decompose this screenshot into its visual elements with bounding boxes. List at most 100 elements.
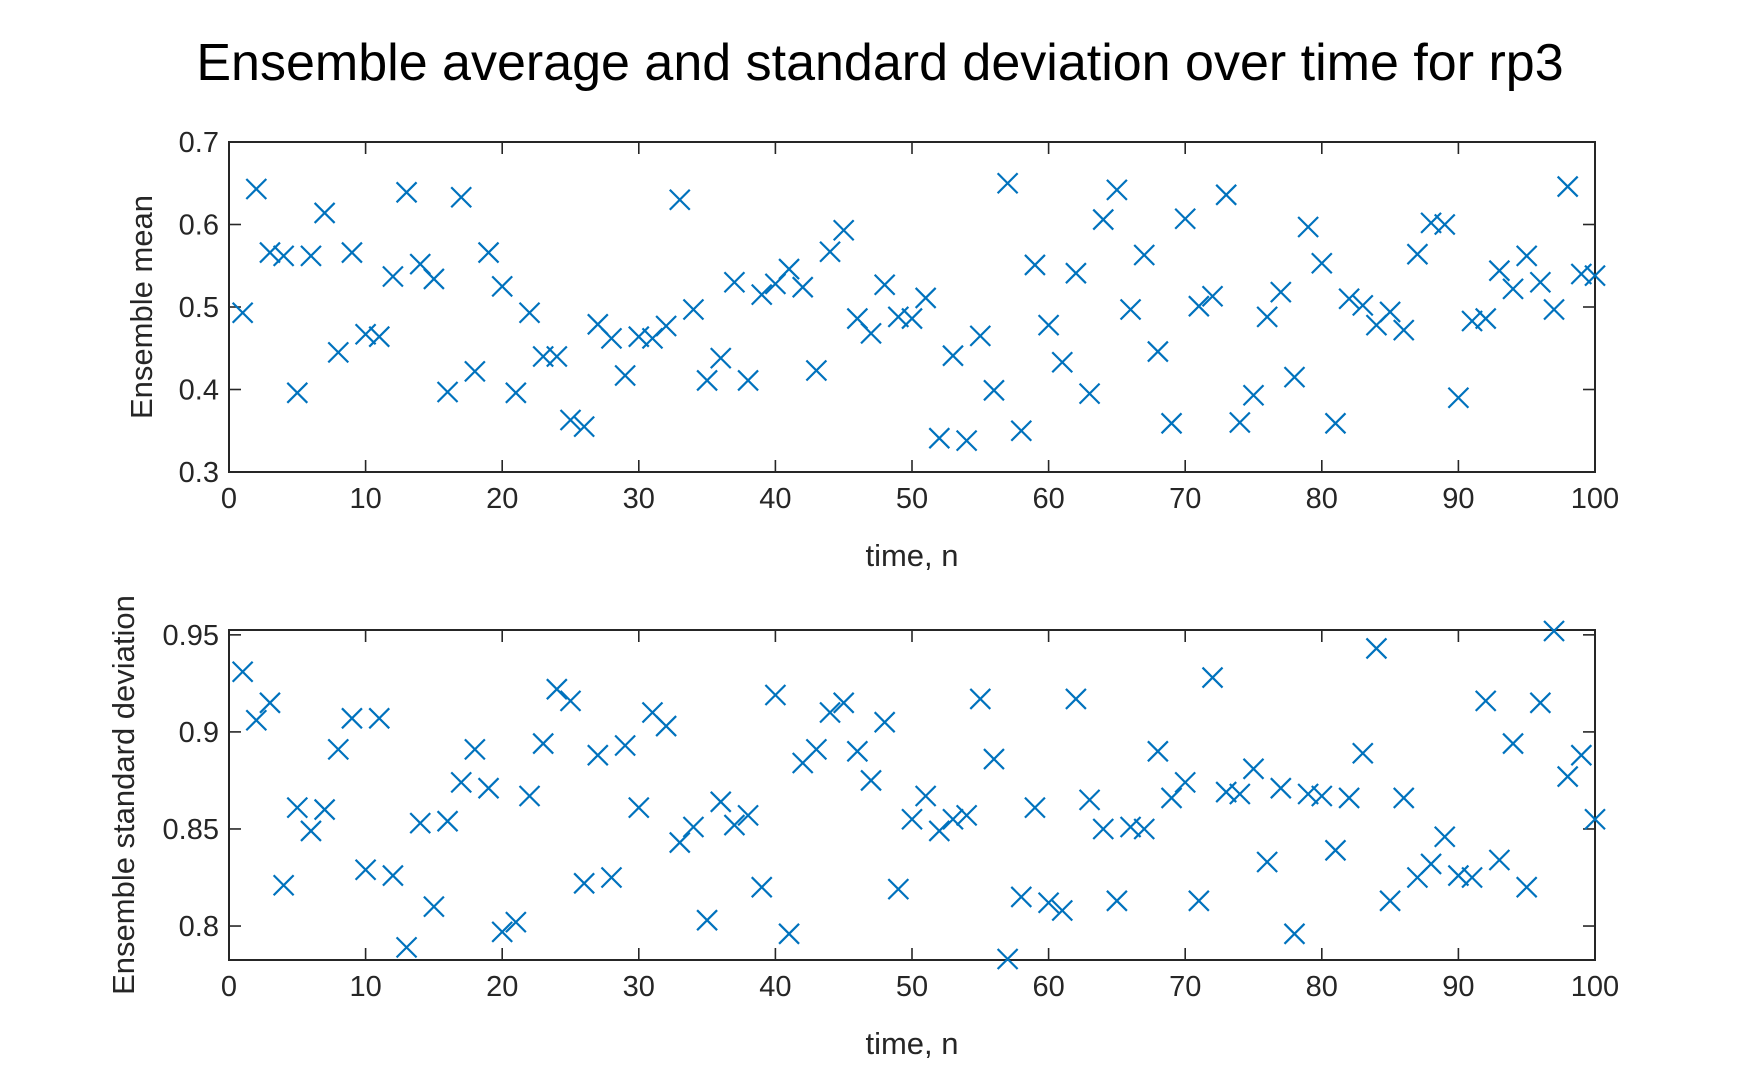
stddev-data-point bbox=[587, 744, 609, 766]
stddev-data-point bbox=[778, 923, 800, 945]
stddev-data-point bbox=[231, 660, 254, 683]
stddev-data-point bbox=[737, 804, 759, 827]
stddev-data-point bbox=[1051, 899, 1074, 922]
stddev-subplot: 0 10 20 30 40 50 60 70 80 90 100 0.8 0.85 0.9 0.95 tim… bbox=[106, 595, 1619, 1061]
stddev-data-point bbox=[1078, 789, 1101, 811]
stddev-data-point bbox=[1379, 890, 1401, 912]
mean-data-point bbox=[1447, 386, 1470, 409]
mean-y-tick-label: 0.4 bbox=[179, 375, 219, 407]
stddev-data-point bbox=[983, 748, 1005, 770]
mean-data-point bbox=[1352, 294, 1374, 317]
stddev-data-point bbox=[1543, 620, 1565, 642]
mean-data-point bbox=[546, 345, 568, 368]
stddev-data-point bbox=[546, 678, 568, 700]
stddev-data-point bbox=[846, 740, 869, 763]
mean-data-point bbox=[1311, 252, 1333, 275]
stddev-data-point bbox=[750, 876, 773, 898]
stddev-data-point bbox=[272, 874, 295, 897]
mean-data-point bbox=[1556, 175, 1579, 198]
mean-axes-box bbox=[228, 141, 1596, 473]
stddev-data-point bbox=[1242, 758, 1265, 780]
stddev-data-point bbox=[300, 820, 322, 842]
stddev-data-point bbox=[1515, 876, 1538, 898]
stddev-data-point bbox=[1502, 732, 1524, 755]
mean-x-tick-label: 40 bbox=[759, 483, 791, 515]
stddev-data-point bbox=[1147, 740, 1169, 763]
mean-data-point bbox=[1324, 412, 1347, 435]
stddev-x-axis-label: time, n bbox=[865, 1026, 958, 1061]
stddev-data-point bbox=[669, 831, 691, 854]
mean-data-point bbox=[791, 276, 814, 298]
stddev-data-point bbox=[1092, 818, 1115, 840]
stddev-data-point bbox=[464, 738, 486, 761]
stddev-x-tick-label: 20 bbox=[486, 971, 518, 1003]
mean-data-point bbox=[1229, 411, 1251, 434]
mean-x-tick-label: 70 bbox=[1169, 483, 1201, 515]
mean-data-point bbox=[996, 172, 1019, 195]
stddev-data-point bbox=[245, 709, 268, 732]
mean-data-point bbox=[723, 271, 746, 294]
mean-data-point bbox=[750, 283, 773, 306]
mean-data-point bbox=[1502, 278, 1524, 300]
mean-data-point bbox=[901, 307, 923, 330]
stddev-data-point bbox=[354, 858, 377, 881]
stddev-data-point bbox=[1474, 690, 1497, 712]
mean-data-point bbox=[737, 369, 759, 392]
stddev-data-point bbox=[1365, 637, 1388, 660]
stddev-data-point bbox=[1556, 765, 1579, 788]
stddev-data-point bbox=[1201, 666, 1224, 689]
mean-y-tick-label: 0.5 bbox=[179, 292, 219, 324]
stddev-data-point bbox=[1352, 742, 1374, 765]
mean-data-point bbox=[272, 245, 295, 267]
mean-y-tick-label: 0.3 bbox=[179, 457, 219, 489]
mean-data-point bbox=[696, 369, 718, 392]
stddev-x-tick-label: 70 bbox=[1169, 971, 1201, 1003]
mean-data-point bbox=[955, 429, 978, 452]
mean-data-point bbox=[231, 301, 254, 324]
stddev-data-point bbox=[341, 707, 363, 730]
stddev-y-tick-label: 0.95 bbox=[163, 620, 219, 652]
mean-data-point bbox=[1474, 307, 1497, 330]
stddev-data-point bbox=[1392, 787, 1415, 809]
stddev-data-point bbox=[1037, 891, 1060, 914]
stddev-data-point bbox=[614, 734, 636, 757]
mean-data-point bbox=[300, 245, 322, 267]
stddev-data-point bbox=[901, 808, 923, 831]
mean-data-point bbox=[1406, 243, 1429, 265]
mean-data-point bbox=[1392, 319, 1415, 341]
mean-data-point bbox=[395, 181, 418, 204]
stddev-data-point bbox=[1215, 781, 1237, 803]
stddev-data-point bbox=[914, 785, 937, 807]
mean-data-point bbox=[341, 241, 363, 264]
mean-data-point bbox=[709, 347, 732, 369]
mean-data-point bbox=[573, 415, 595, 438]
mean-data-point bbox=[983, 379, 1005, 402]
stddev-data-point bbox=[1119, 816, 1142, 838]
mean-data-point bbox=[655, 315, 677, 337]
mean-data-point bbox=[382, 265, 404, 288]
mean-data-point bbox=[368, 325, 391, 348]
mean-data-point bbox=[1092, 208, 1115, 231]
mean-data-point bbox=[669, 188, 691, 211]
stddev-data-point bbox=[1106, 890, 1128, 912]
mean-data-point bbox=[259, 241, 281, 264]
mean-data-point bbox=[1174, 207, 1196, 230]
mean-data-point bbox=[969, 325, 992, 347]
figure-title: Ensemble average and standard deviation … bbox=[196, 34, 1563, 92]
stddev-data-point bbox=[286, 796, 309, 819]
stddev-data-point bbox=[928, 820, 951, 842]
stddev-data-point bbox=[559, 690, 582, 712]
mean-data-point bbox=[942, 344, 964, 367]
stddev-data-point bbox=[1133, 818, 1155, 840]
stddev-data-point bbox=[423, 895, 445, 918]
mean-data-point bbox=[819, 240, 841, 263]
mean-markers bbox=[231, 172, 1606, 452]
stddev-data-point bbox=[655, 715, 677, 737]
stddev-data-point bbox=[873, 711, 896, 733]
stddev-data-point bbox=[1311, 785, 1333, 807]
mean-data-point bbox=[1078, 382, 1101, 405]
mean-data-point bbox=[1283, 366, 1306, 388]
mean-data-point bbox=[914, 287, 937, 309]
stddev-data-point bbox=[436, 810, 459, 832]
